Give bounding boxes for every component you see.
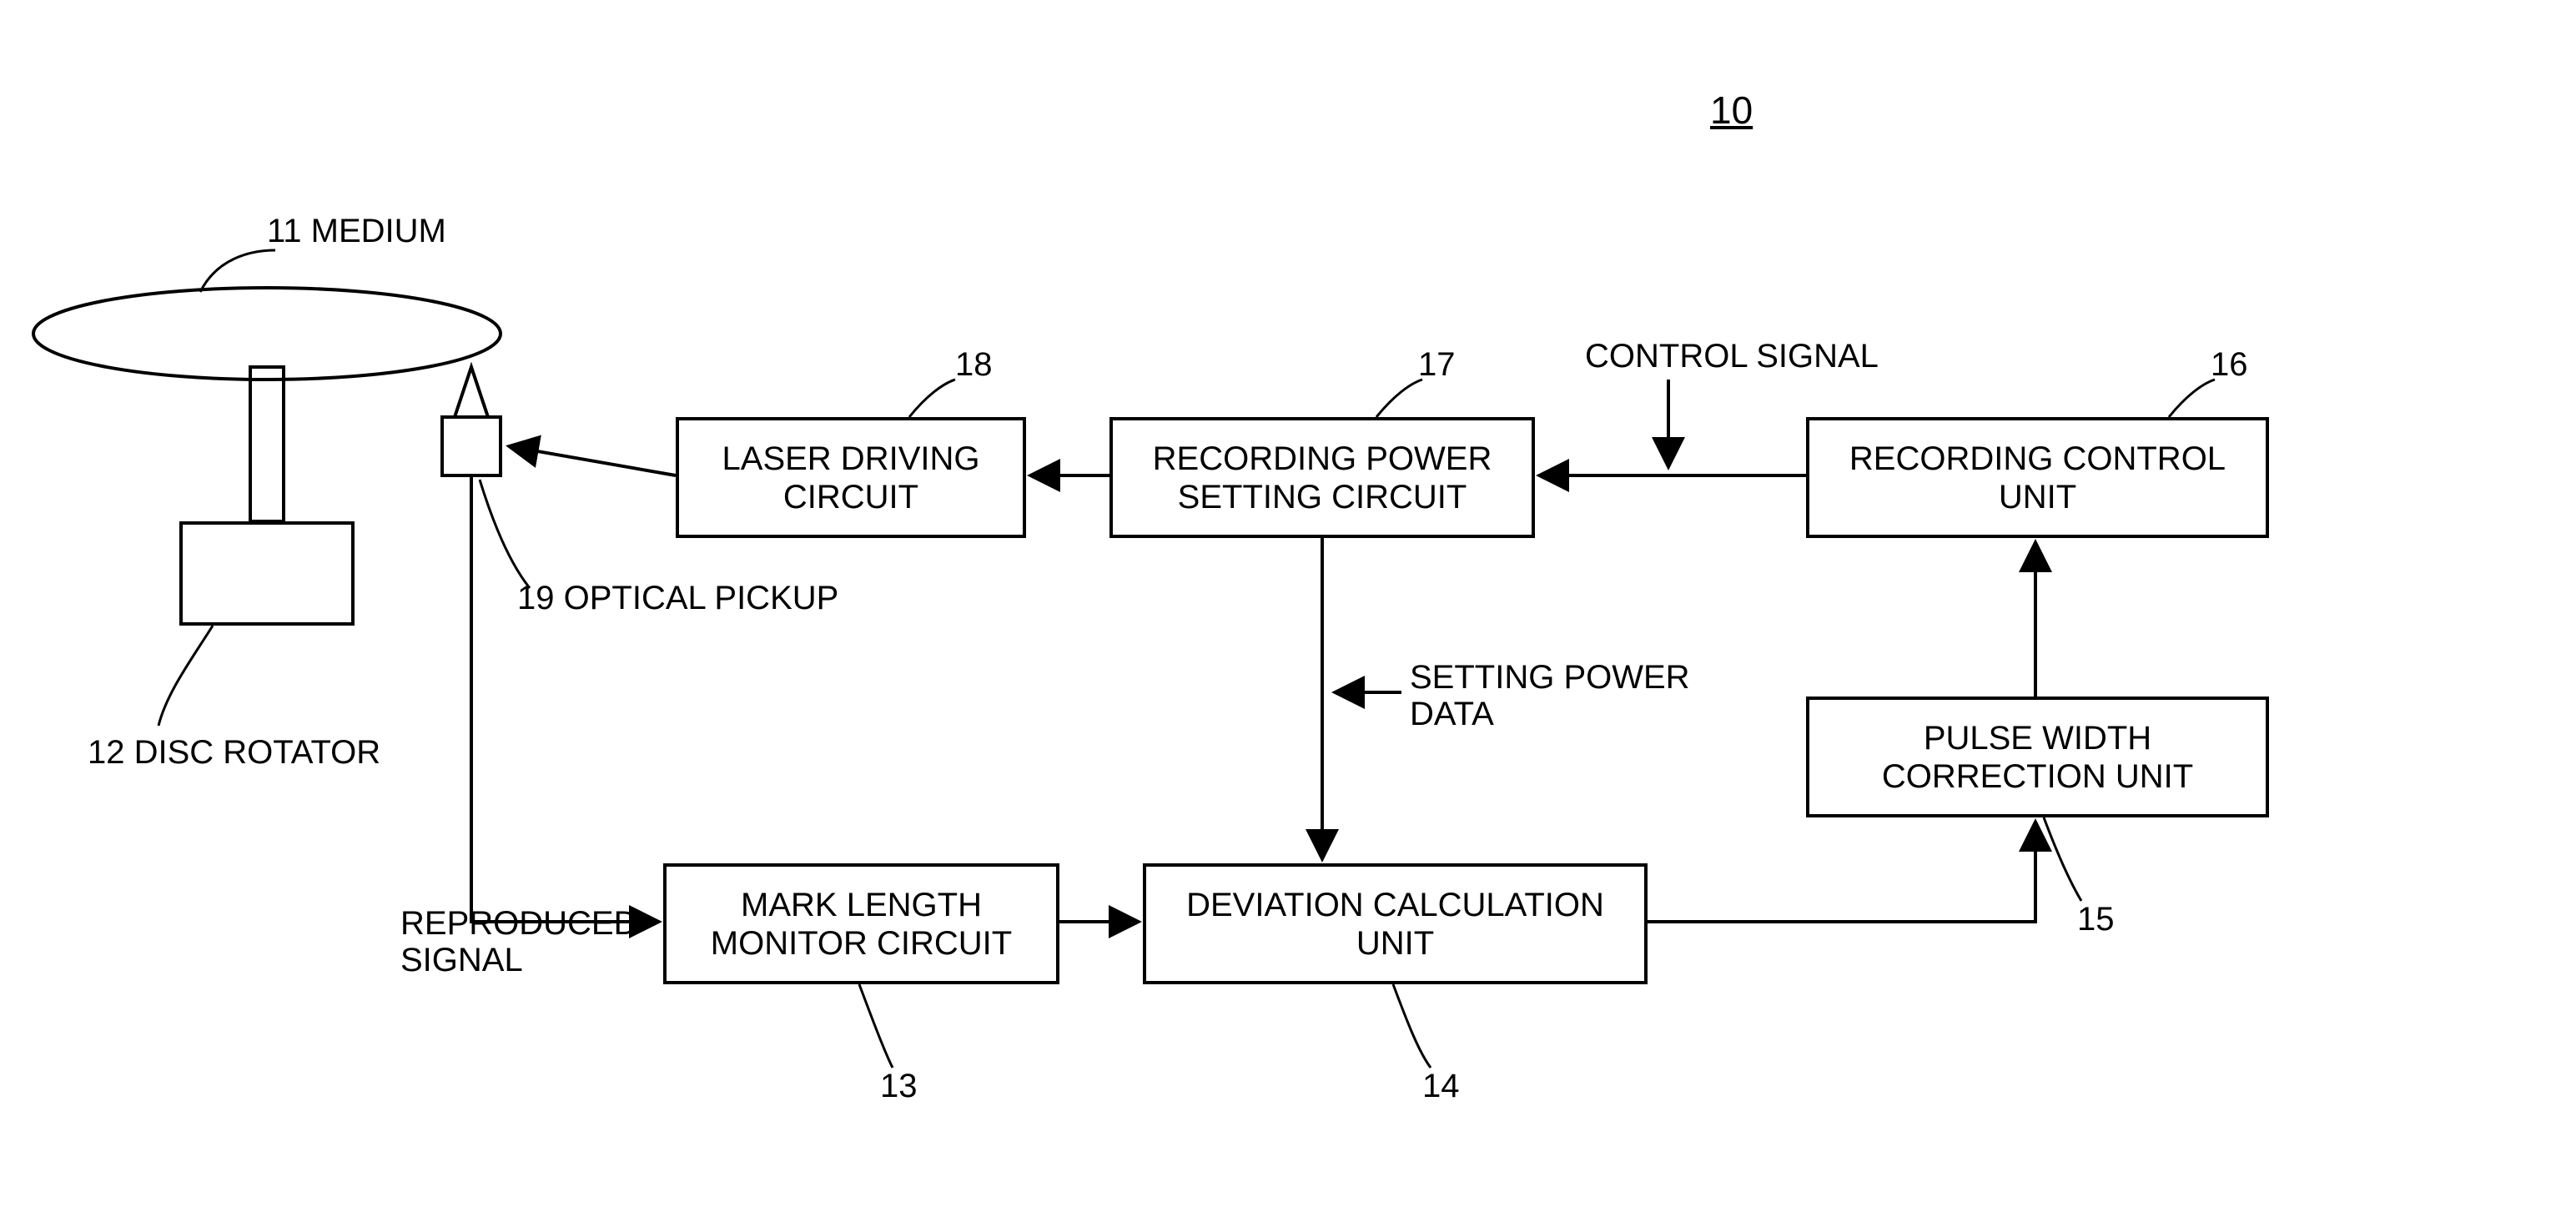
disc-rotator-body	[179, 521, 355, 626]
figure-ref: 10	[1710, 88, 1753, 133]
leader-14	[1393, 984, 1431, 1068]
ref-14: 14	[1422, 1068, 1460, 1105]
box-pulse-width: PULSE WIDTH CORRECTION UNIT	[1806, 697, 2269, 817]
leader-11	[200, 250, 275, 292]
box-laser-driving: LASER DRIVING CIRCUIT	[676, 417, 1026, 538]
label-setting-power-data: SETTING POWER DATA	[1410, 659, 1690, 732]
label-control-signal: CONTROL SIGNAL	[1585, 338, 1879, 375]
label-disc-rotator: 12 DISC ROTATOR	[88, 734, 380, 772]
box-recording-power: RECORDING POWER SETTING CIRCUIT	[1109, 417, 1535, 538]
box-recording-control: RECORDING CONTROL UNIT	[1806, 417, 2269, 538]
label-reproduced-signal: REPRODUCED SIGNAL	[400, 905, 637, 978]
leader-12	[158, 626, 213, 726]
disc-medium	[33, 288, 501, 380]
ref-13: 13	[880, 1068, 918, 1105]
ref-15: 15	[2077, 901, 2115, 938]
leader-19	[480, 480, 530, 588]
arrow-18-to-19	[509, 446, 676, 475]
box-deviation: DEVIATION CALCULATION UNIT	[1143, 863, 1648, 984]
arrow-14-to-15	[1648, 822, 2035, 922]
leader-13	[859, 984, 893, 1068]
leader-17	[1376, 380, 1422, 417]
label-medium: 11 MEDIUM	[267, 213, 446, 250]
leader-16	[2169, 380, 2215, 417]
leader-15	[2044, 817, 2081, 901]
ref-16: 16	[2211, 346, 2248, 384]
ref-17: 17	[1418, 346, 1456, 384]
label-optical-pickup: 19 OPTICAL PICKUP	[517, 580, 838, 617]
optical-pickup-lens	[455, 367, 488, 417]
optical-pickup-body	[442, 417, 501, 475]
diagram-stage: 10 LASER DRIVING CIRCUIT RECORDING POWER…	[0, 0, 2576, 1207]
ref-18: 18	[955, 346, 993, 384]
leader-18	[909, 380, 955, 417]
spindle	[250, 367, 284, 521]
arrow-19-to-13	[471, 475, 659, 922]
diagram-lines	[0, 0, 2576, 1207]
box-mark-length: MARK LENGTH MONITOR CIRCUIT	[663, 863, 1059, 984]
